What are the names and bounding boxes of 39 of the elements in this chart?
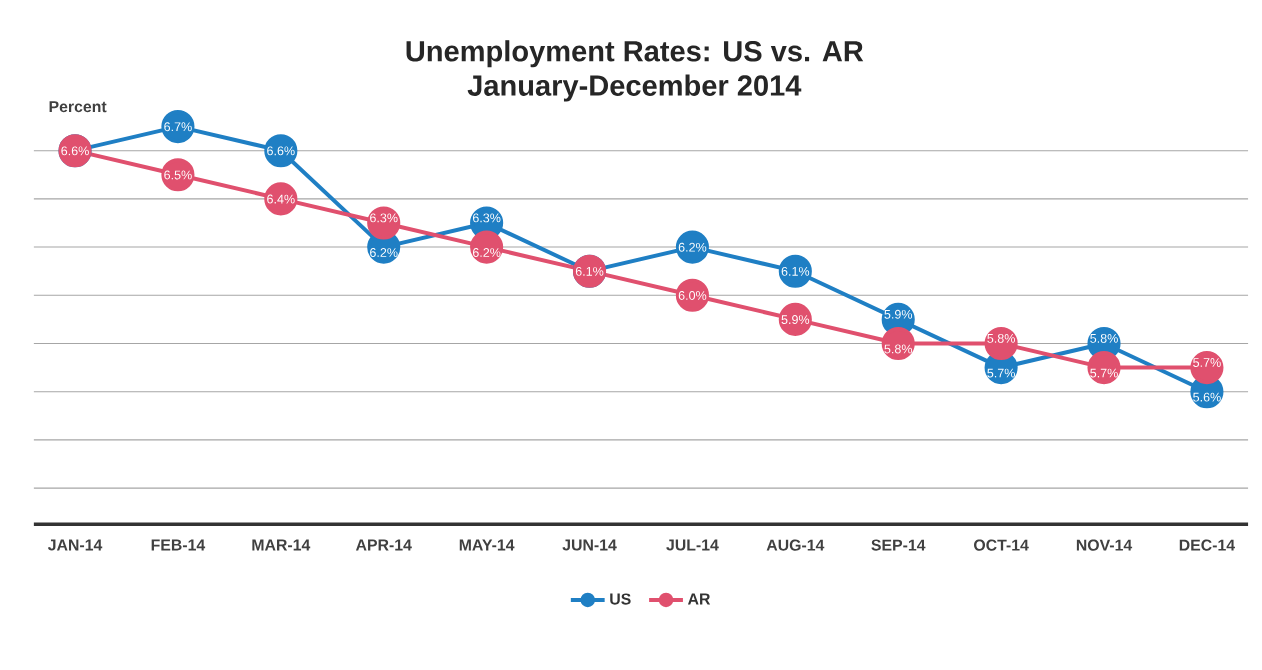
data-label: 5.7% [1193,358,1221,367]
data-label: 5.9% [781,315,810,324]
chart-title: Unemployment Rates: US vs. AR [406,40,864,68]
data-label: 5.8% [987,333,1015,343]
data-label: 6.1% [781,266,810,276]
data-label: 6.7% [164,122,192,132]
data-label: 5.6% [1193,392,1221,402]
x-tick-label: DEC-14 [1179,539,1235,551]
x-tick-label: JUL-14 [666,539,719,551]
chart-subtitle: January-December 2014 [467,74,802,102]
data-label: 6.1% [575,266,604,276]
x-tick-label: AUG-14 [766,539,825,551]
x-tick-label: APR-14 [355,539,412,551]
x-tick-label: NOV-14 [1076,539,1133,551]
data-label: 6.2% [370,248,398,257]
data-label: 6.2% [678,242,707,252]
x-tick-label: SEP-14 [871,539,926,551]
x-tick-label: JUN-14 [562,539,617,551]
legend-label: US [610,593,631,605]
data-label: 6.5% [164,170,192,180]
data-label: 6.0% [678,290,707,300]
data-label: 5.8% [1090,333,1118,343]
data-label: 6.6% [267,146,295,156]
data-label: 6.4% [267,194,295,204]
data-label: 6.3% [370,213,398,223]
data-label: 5.7% [987,368,1015,378]
data-label: 5.9% [884,309,913,319]
x-tick-label: MAR-14 [252,539,311,551]
x-tick-label: OCT-14 [974,539,1029,551]
x-tick-label: MAY-14 [459,539,515,551]
data-label: 5.8% [884,344,913,354]
data-label: 6.3% [472,213,501,223]
legend-label: AR [687,593,711,605]
data-label: 5.7% [1090,368,1118,378]
data-label: 6.2% [472,248,501,257]
x-tick-label: JAN-14 [47,539,103,551]
data-label: 6.6% [61,146,89,156]
x-tick-label: FEB-14 [151,539,206,551]
y-axis-title: Percent [49,101,107,113]
